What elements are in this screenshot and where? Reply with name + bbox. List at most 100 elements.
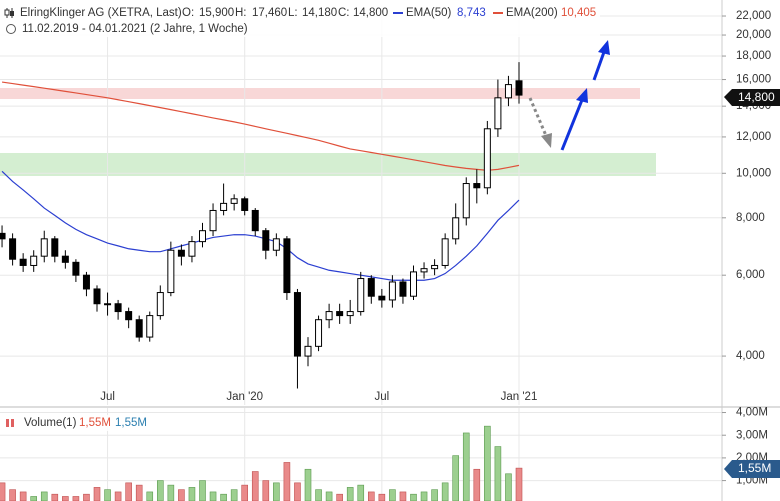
volume-legend-value: 1,55M (79, 417, 111, 429)
volume-bar (357, 484, 365, 501)
arrowhead (541, 133, 552, 148)
volume-bar (410, 493, 417, 501)
close-value: 14,800 (353, 7, 388, 19)
candle-icon (4, 8, 14, 18)
volume-bar (230, 489, 238, 501)
candle-body (388, 281, 396, 301)
candle-body (40, 238, 48, 257)
candle-body (230, 198, 238, 204)
volume-tag (724, 460, 780, 478)
close-label: C: (338, 7, 350, 19)
candle-body (504, 84, 512, 99)
candle-body (146, 315, 154, 338)
candle-body (93, 288, 101, 305)
arrow (560, 99, 584, 151)
legend-ema50-value: 8,743 (457, 7, 486, 19)
volume-bar (188, 487, 196, 501)
y-tick-label: 22,000 (736, 10, 771, 22)
resistance-zone (0, 88, 640, 99)
volume-bar (315, 489, 322, 501)
x-tick-label: Jul (100, 391, 115, 403)
volume-icon (11, 419, 14, 427)
volume-legend-value: 1,55M (115, 417, 147, 429)
volume-bar (40, 491, 48, 501)
candle-body (336, 311, 344, 317)
ema-line (1, 170, 520, 281)
legend-ema200: EMA(200) (506, 7, 558, 19)
volume-bar (462, 432, 470, 501)
candle-body (30, 255, 38, 266)
candle-body (177, 249, 185, 257)
volume-bar (273, 482, 280, 501)
volume-bar (93, 487, 101, 501)
candle-body (399, 281, 407, 297)
volume-bar (0, 482, 6, 501)
volume-bar (484, 425, 491, 501)
clock-icon (6, 24, 16, 34)
volume-bar (62, 496, 69, 501)
volume-bar (9, 489, 16, 501)
candle-body (357, 278, 365, 313)
price-tag-text: 14,800 (738, 90, 775, 104)
candle-body (515, 80, 523, 96)
candle-body (346, 311, 354, 317)
high-label: H: (235, 7, 247, 19)
ema-line (1, 81, 520, 171)
candle-body (188, 241, 196, 257)
volume-bar (473, 468, 481, 501)
y-tick-label: 16,000 (736, 74, 771, 86)
volume-bar (367, 491, 375, 501)
candle-body (72, 261, 80, 276)
candle-body (251, 209, 259, 232)
candle-body (0, 232, 6, 240)
volume-tag-text: 1,55M (738, 461, 771, 475)
candle-body (315, 319, 323, 347)
candle-body (114, 303, 122, 313)
candle-body (125, 311, 133, 321)
volume-bar (515, 467, 523, 501)
candle-body (220, 202, 228, 211)
candle-body (431, 264, 439, 270)
candle-body (167, 249, 175, 294)
candle-body (199, 230, 206, 243)
volume-legend: Volume(1) (24, 417, 77, 429)
x-tick-label: Jan '20 (226, 391, 263, 403)
candle-body (410, 271, 417, 297)
volume-bar (178, 489, 185, 501)
volume-bar (304, 468, 312, 501)
legend-bg (0, 415, 150, 431)
volume-bar (199, 480, 206, 501)
candle-body (462, 183, 470, 219)
candle-body (293, 292, 301, 357)
candle-body (156, 292, 164, 317)
volume-bar (135, 484, 143, 501)
candle-body (283, 238, 291, 294)
volume-icon (6, 419, 9, 427)
volume-bar (505, 473, 512, 501)
volume-bar (157, 480, 164, 501)
volume-bar (399, 491, 407, 501)
arrow (528, 97, 549, 139)
volume-bar (325, 491, 333, 501)
candle-body (420, 268, 428, 273)
candle-body (9, 238, 17, 260)
volume-bar (220, 493, 227, 501)
candle-body (272, 238, 280, 251)
x-tick-label: Jul (374, 391, 389, 403)
volume-bar (441, 482, 449, 501)
candle-body (367, 278, 375, 297)
volume-bar (114, 491, 122, 501)
open-value: 15,900 (199, 7, 234, 19)
volume-bar (452, 455, 460, 501)
price-tag (724, 89, 780, 106)
candle-body (483, 128, 491, 189)
volume-bar (336, 493, 343, 501)
volume-bar (209, 491, 217, 501)
volume-bar (378, 493, 386, 501)
candle-body (304, 345, 312, 357)
candle-body (135, 319, 143, 338)
candle-body (209, 209, 217, 232)
volume-bar (167, 484, 175, 501)
